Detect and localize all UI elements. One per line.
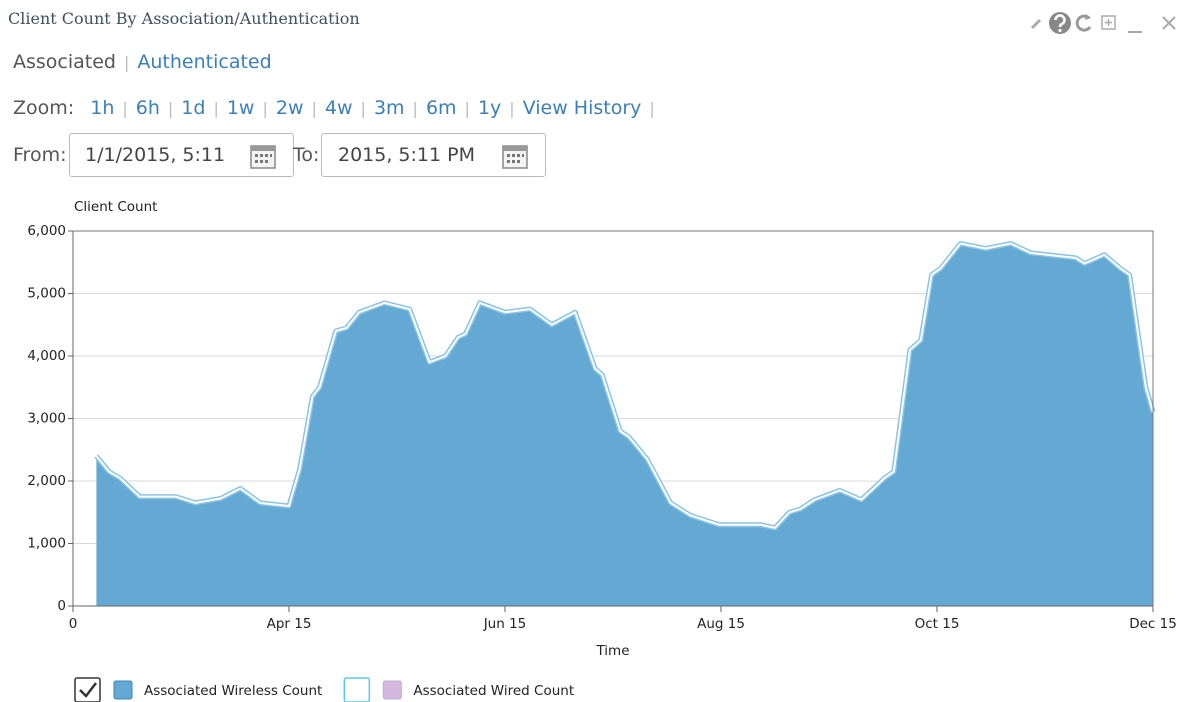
x-tick-label: Dec 15 [1129, 616, 1177, 632]
tab-bar: Associated | Authenticated [13, 51, 272, 73]
close-icon[interactable] [1162, 16, 1176, 30]
x-axis-label: Time [595, 643, 629, 659]
zoom-link[interactable]: View History [522, 97, 642, 119]
y-tick-label: 5,000 [27, 286, 66, 302]
separator: | [649, 99, 655, 118]
to-label: To: [293, 144, 320, 166]
check-mark [79, 682, 97, 698]
refresh-icon[interactable] [1075, 14, 1092, 32]
zoom-bar: Zoom: 1h | 6h | 1d | 1w | 2w | 4w | 3m | 6m | 1y | View Hi… [13, 97, 663, 119]
area [96, 243, 1153, 606]
zoom-link[interactable]: 2w [275, 97, 304, 119]
y-tick-label: 2,000 [27, 473, 66, 489]
separator: | [360, 99, 366, 118]
legend-label: Associated Wireless Count [144, 683, 322, 699]
x-tick-label: 0 [69, 616, 78, 632]
y-axis-label: Client Count [74, 199, 157, 215]
zoom-link[interactable]: 1h [90, 97, 115, 119]
to-value: 2015, 5:11 PM [338, 144, 475, 166]
line [95, 242, 1154, 529]
zoom-link[interactable]: 3m [373, 97, 405, 119]
toolbar [1030, 12, 1176, 34]
calendar-icon[interactable] [249, 142, 277, 170]
from-label: From: [13, 144, 67, 166]
x-tick-label: Jun 15 [483, 616, 527, 632]
calendar-icon[interactable] [501, 142, 529, 170]
legend-swatch [382, 680, 402, 700]
zoom-link[interactable]: 6h [135, 97, 160, 119]
zoom-link[interactable]: 4w [324, 97, 353, 119]
zoom-link[interactable]: 1d [181, 97, 206, 119]
y-tick-label: 3,000 [27, 411, 66, 427]
x-tick-label: Aug 15 [697, 616, 745, 632]
separator: | [509, 99, 515, 118]
zoom-link[interactable]: 1w [226, 97, 255, 119]
edit-icon[interactable] [1030, 18, 1042, 30]
y-tick-label: 6,000 [27, 223, 66, 239]
y-tick-label: 4,000 [27, 348, 66, 364]
legend-checkbox [74, 677, 101, 702]
separator: | [124, 53, 130, 72]
x-tick-label: Oct 15 [915, 616, 960, 632]
from-input[interactable]: 1/1/2015, 5:11 [69, 133, 294, 177]
separator: | [464, 99, 470, 118]
y-tick-label: 0 [57, 598, 66, 614]
tab[interactable]: Associated [13, 51, 116, 73]
help-icon[interactable] [1049, 12, 1071, 34]
legend-swatch [113, 680, 133, 700]
zoom-label: Zoom: [13, 97, 75, 119]
from-value: 1/1/2015, 5:11 [85, 144, 226, 166]
legend-label: Associated Wired Count [413, 683, 574, 699]
y-tick-label: 1,000 [27, 536, 66, 552]
plot-border [73, 230, 1154, 606]
separator: | [213, 99, 219, 118]
separator: | [311, 99, 317, 118]
x-tick-label: Apr 15 [267, 616, 312, 632]
zoom-link[interactable]: 6m [425, 97, 457, 119]
panel-title: Client Count By Association/Authenticati… [8, 9, 360, 28]
zoom-link[interactable]: 1y [477, 97, 502, 119]
maximize-icon[interactable] [1101, 15, 1116, 30]
separator: | [122, 99, 128, 118]
separator: | [412, 99, 418, 118]
tab[interactable]: Authenticated [137, 51, 272, 73]
separator: | [167, 99, 174, 118]
to-input[interactable]: 2015, 5:11 PM [321, 133, 546, 177]
legend-checkbox [343, 677, 371, 702]
separator: | [262, 99, 268, 118]
